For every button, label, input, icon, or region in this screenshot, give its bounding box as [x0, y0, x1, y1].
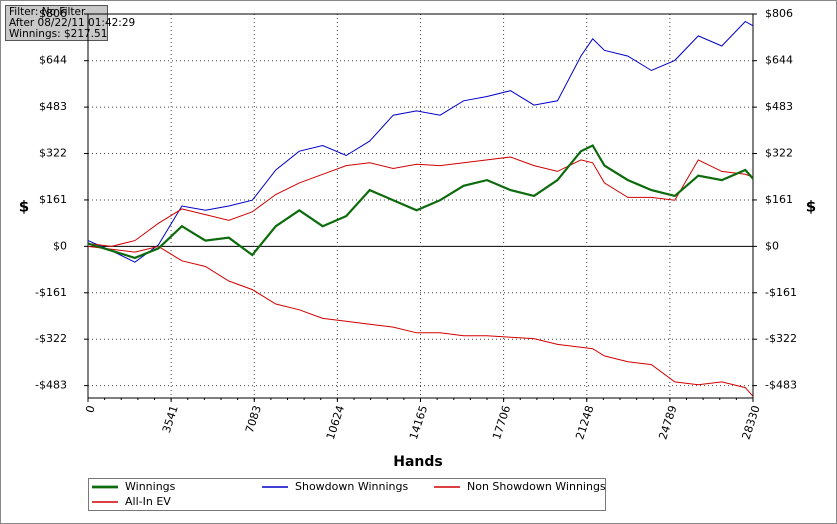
info-text: After 08/22/11 01:42:29: [9, 17, 135, 29]
series-line: [87, 245, 754, 397]
legend-label: Non Showdown Winnings: [467, 480, 606, 493]
y2-tick-label: $806: [765, 7, 793, 20]
y-tick-label: $161: [39, 193, 67, 206]
series-line: [87, 156, 754, 247]
info-box: [5, 5, 108, 41]
y2-tick-label: $483: [765, 100, 793, 113]
y-axis-label: $: [19, 198, 29, 216]
y2-tick-label: -$322: [765, 332, 797, 345]
y2-tick-label: -$161: [765, 286, 797, 299]
y-tick-label: $0: [53, 239, 67, 252]
y-tick-label: $322: [39, 147, 67, 160]
y-tick-label: $644: [39, 54, 67, 67]
legend-label: All-In EV: [125, 495, 171, 508]
legend: [88, 478, 606, 511]
x-axis-label: Hands: [393, 454, 443, 470]
info-text: Filter: No Filter: [9, 6, 86, 18]
y2-tick-label: -$483: [765, 379, 797, 392]
series-line: [87, 144, 754, 260]
y2-axis-label: $: [806, 198, 816, 216]
series-line: [87, 20, 754, 263]
info-text: Winnings: $217.51: [9, 28, 107, 40]
y-tick-label: -$161: [35, 286, 67, 299]
y2-tick-label: $0: [765, 239, 779, 252]
y-tick-label: $483: [39, 100, 67, 113]
legend-label: Showdown Winnings: [295, 480, 409, 493]
legend-label: Winnings: [125, 480, 176, 493]
y2-tick-label: $644: [765, 54, 793, 67]
x-tick-label: 0: [83, 404, 98, 415]
y-tick-label: $806: [39, 7, 67, 20]
y-tick-label: -$483: [35, 379, 67, 392]
y-tick-label: -$322: [35, 332, 67, 345]
y2-tick-label: $322: [765, 147, 793, 160]
y2-tick-label: $161: [765, 193, 793, 206]
plot-frame: [87, 13, 754, 399]
